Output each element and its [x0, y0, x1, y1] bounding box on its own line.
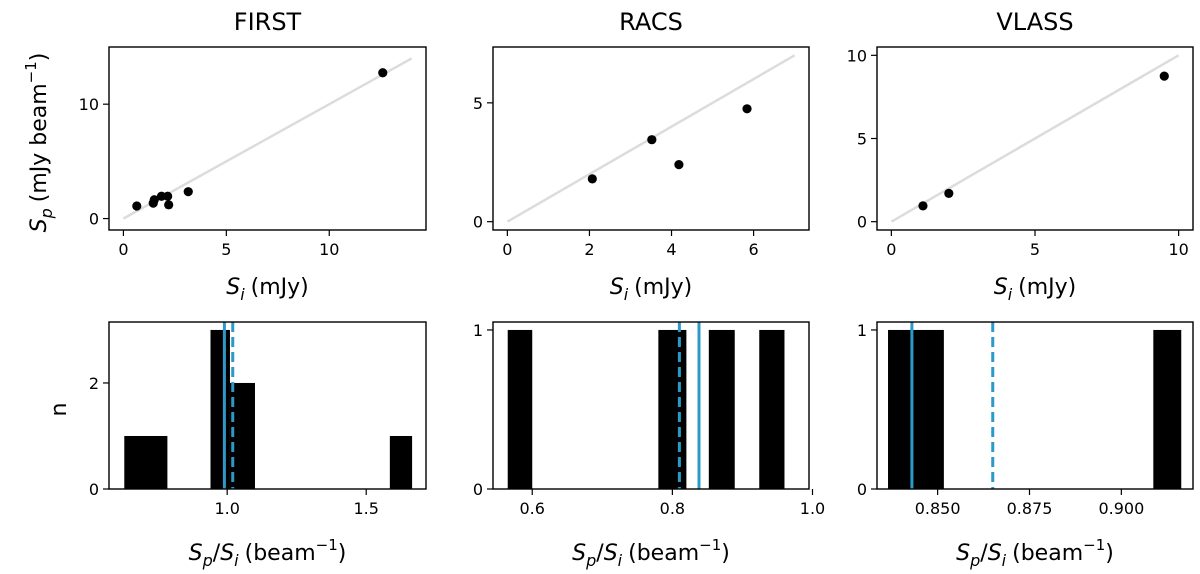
- x-axis-label: Sp/Si (beam−1): [956, 536, 1114, 570]
- histogram-bar: [759, 329, 785, 489]
- histogram-bar: [210, 329, 230, 489]
- x-tick-label: 0: [118, 240, 128, 259]
- x-tick-label: 0: [502, 240, 512, 259]
- data-point: [378, 68, 388, 78]
- y-tick-label: 0: [89, 210, 99, 229]
- data-point: [587, 174, 597, 184]
- x-tick-label: 0.900: [1098, 499, 1144, 518]
- panel-title: VLASS: [996, 8, 1073, 36]
- data-point: [944, 188, 954, 198]
- x-tick-label: 1.0: [214, 499, 239, 518]
- x-axis-label: Si (mJy): [226, 275, 309, 304]
- data-point: [164, 200, 174, 210]
- axes-frame: [108, 46, 427, 231]
- data-point: [742, 104, 752, 114]
- y-tick-label: 10: [847, 46, 867, 65]
- plot-area: [888, 322, 1182, 489]
- x-axis-label: Sp/Si (beam−1): [189, 536, 347, 570]
- x-tick-label: 0.8: [660, 499, 685, 518]
- y-axis-label: n: [47, 403, 72, 417]
- x-tick-label: 1.5: [353, 499, 378, 518]
- panel-title: FIRST: [234, 8, 302, 36]
- one-to-one-line: [890, 54, 1180, 223]
- one-to-one-line: [122, 57, 413, 220]
- plot-area: [507, 322, 785, 489]
- x-tick-label: 6: [749, 240, 759, 259]
- x-axis-label: Sp/Si (beam−1): [572, 536, 730, 570]
- x-axis-label: Si (mJy): [610, 275, 693, 304]
- y-tick-label: 0: [857, 213, 867, 232]
- histogram-bar: [124, 435, 168, 489]
- panel-5: 0.850 0.875 0.900 0 1 Sp/Si (beam−1): [857, 321, 1194, 570]
- panel-4: 0.6 0.8 1.0 0 1 Sp/Si (beam−1): [473, 321, 825, 570]
- y-tick-label: 1: [473, 321, 483, 340]
- histogram-bar: [708, 329, 735, 489]
- panel-3: 1.0 1.5 0 2 Sp/Si (beam−1) n: [47, 321, 427, 570]
- y-tick-label: 0: [89, 480, 99, 499]
- axes-frame: [108, 321, 427, 490]
- data-point: [163, 191, 173, 201]
- x-tick-label: 1.0: [800, 499, 825, 518]
- x-axis-label: Si (mJy): [994, 275, 1077, 304]
- data-point: [647, 135, 657, 145]
- x-tick-label: 10: [1168, 240, 1188, 259]
- x-tick-label: 5: [1030, 240, 1040, 259]
- histogram-bar: [888, 329, 944, 489]
- x-tick-label: 10: [319, 240, 339, 259]
- histogram-bar: [1153, 329, 1182, 489]
- y-tick-label: 0: [473, 213, 483, 232]
- y-tick-label: 2: [89, 374, 99, 393]
- y-tick-label: 1: [857, 321, 867, 340]
- panel-title: RACS: [619, 8, 683, 36]
- data-point: [183, 187, 193, 197]
- y-tick-label: 5: [857, 130, 867, 149]
- data-point: [149, 195, 159, 205]
- panel-1: RACS 0 2 4 6 0 5 Si (mJy): [473, 8, 810, 304]
- data-point: [918, 201, 928, 211]
- plot-area: [124, 322, 413, 489]
- x-tick-label: 0.6: [520, 499, 545, 518]
- x-tick-label: 0.875: [1007, 499, 1053, 518]
- histogram-bar: [507, 329, 533, 489]
- axes-frame: [876, 321, 1194, 490]
- y-axis-label: Sp(mJy beam−1): [22, 53, 56, 233]
- panel-0: FIRST 0 5 10 0 10 Si (mJy) Sp(mJy beam−1): [22, 8, 427, 304]
- x-tick-label: 4: [666, 240, 676, 259]
- data-point: [674, 160, 684, 170]
- y-tick-label: 10: [79, 95, 99, 114]
- plot-area: [506, 54, 796, 223]
- y-tick-label: 0: [473, 480, 483, 499]
- y-tick-label: 0: [857, 480, 867, 499]
- plot-area: [122, 57, 413, 220]
- y-tick-label: 5: [473, 94, 483, 113]
- data-point: [132, 201, 142, 211]
- x-tick-label: 5: [221, 240, 231, 259]
- histogram-bar: [389, 435, 413, 489]
- x-tick-label: 0.850: [915, 499, 961, 518]
- axes-frame: [492, 321, 810, 490]
- x-tick-label: 0: [886, 240, 896, 259]
- x-tick-label: 2: [584, 240, 594, 259]
- axes-frame: [492, 46, 810, 231]
- data-point: [1159, 71, 1169, 81]
- histogram-bar: [658, 329, 687, 489]
- panel-2: VLASS 0 5 10 0 5 10 Si (mJy): [847, 8, 1194, 304]
- plot-area: [890, 54, 1180, 223]
